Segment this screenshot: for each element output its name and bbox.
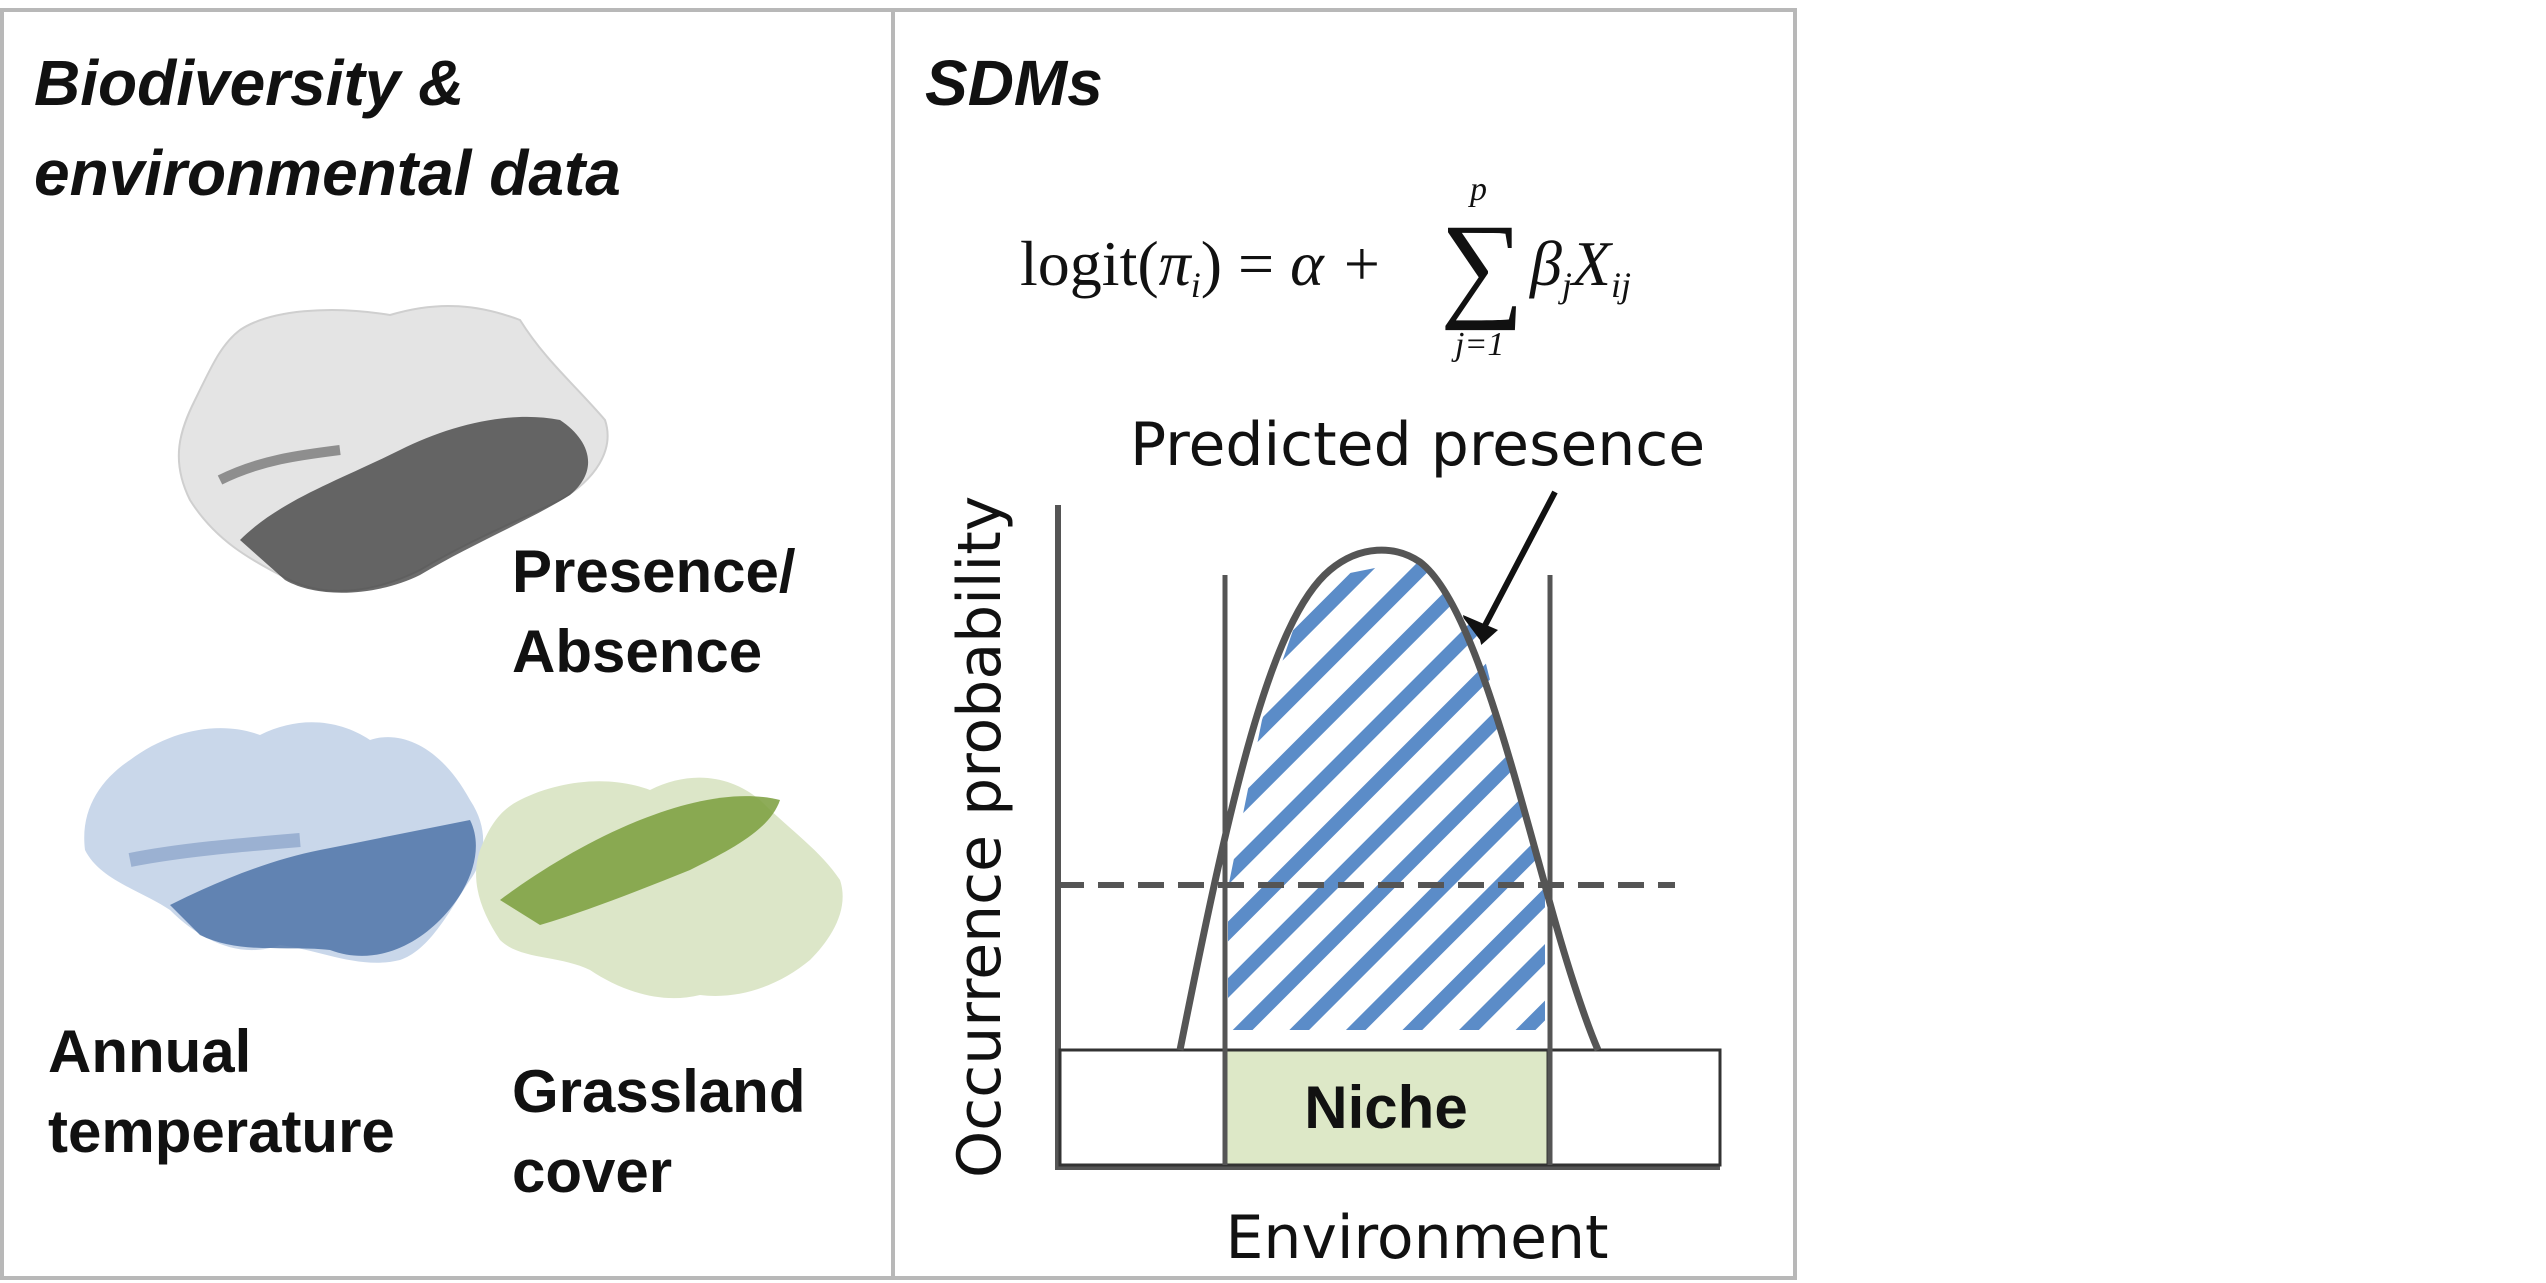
formula-sub-ij: ij	[1611, 265, 1631, 305]
presence-label-line1: Presence/	[512, 538, 796, 605]
formula-lower: j=1	[1451, 326, 1504, 363]
formula-sum: ∑	[1440, 200, 1524, 331]
grass-label-line2: cover	[512, 1138, 672, 1205]
grass-label-line1: Grassland	[512, 1058, 805, 1125]
right-panel-border	[891, 8, 1797, 1280]
niche-box	[1223, 1048, 1550, 1167]
formula-lhs: logit(	[1020, 228, 1159, 299]
formula-X: X	[1569, 228, 1614, 299]
formula-alpha: α +	[1290, 228, 1383, 299]
presence-label-line2: Absence	[512, 618, 762, 685]
formula-sub-i: i	[1191, 265, 1201, 305]
formula-pi: π	[1159, 228, 1193, 299]
temp-label-line1: Annual	[48, 1018, 251, 1085]
left-title-line2: environmental data	[34, 137, 621, 209]
right-title: SDMs	[925, 47, 1103, 119]
formula-sub-j: j	[1558, 265, 1572, 305]
response-curve	[1176, 546, 1602, 1052]
svg-text:βjXij: βjXij	[1528, 228, 1631, 305]
temp-label-line2: temperature	[48, 1098, 395, 1165]
annual-temperature-map	[84, 722, 484, 963]
grassland-cover-map	[476, 777, 843, 999]
predicted-presence-label: Predicted presence	[1130, 410, 1705, 480]
y-axis-label: Occurrence probability	[945, 496, 1015, 1178]
formula-eq: ) =	[1201, 228, 1290, 299]
presence-absence-map	[177, 304, 609, 593]
predicted-presence-arrow	[1477, 490, 1558, 637]
formula-upper: p	[1468, 171, 1487, 208]
hatched-presence-area	[1228, 560, 1545, 1030]
x-axis-label: Environment	[1225, 1203, 1608, 1273]
formula-beta: β	[1528, 228, 1562, 299]
svg-text:logit(πi) = α +: logit(πi) = α +	[1020, 228, 1383, 305]
left-title-line1: Biodiversity &	[34, 47, 464, 119]
logit-formula: logit(πi) = α + ∑ p j=1 βjXij	[1020, 171, 1631, 363]
niche-label: Niche	[1304, 1074, 1467, 1141]
